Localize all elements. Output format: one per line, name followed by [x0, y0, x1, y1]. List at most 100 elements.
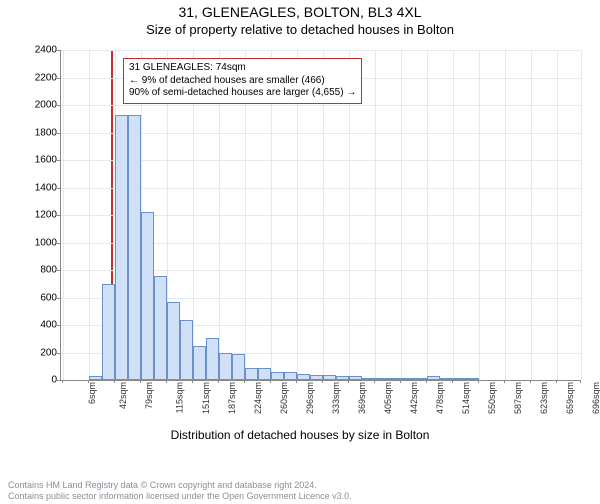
histogram-bar	[219, 353, 232, 381]
y-tick-label: 1400	[21, 182, 57, 193]
histogram-bar	[180, 320, 193, 381]
x-tick-label: 514sqm	[461, 382, 471, 414]
x-tick-label: 696sqm	[591, 382, 600, 414]
y-tick-label: 200	[21, 347, 57, 358]
x-tick-label: 115sqm	[174, 382, 184, 413]
y-tick-mark	[57, 298, 60, 299]
y-tick-mark	[57, 50, 60, 51]
y-tick-mark	[57, 160, 60, 161]
x-tick-label: 42sqm	[118, 382, 128, 409]
x-tick-label: 224sqm	[253, 382, 263, 414]
x-tick-mark	[504, 380, 505, 383]
histogram-bar	[258, 368, 271, 380]
histogram-bar	[141, 212, 154, 380]
histogram-bar	[128, 115, 141, 380]
page-subtitle: Size of property relative to detached ho…	[0, 22, 600, 37]
gridline-v	[479, 50, 480, 380]
chart-container: Number of detached properties 31 GLENEAG…	[0, 44, 600, 454]
annotation-line: ← 9% of detached houses are smaller (466…	[129, 75, 356, 88]
x-tick-label: 79sqm	[144, 382, 154, 409]
y-tick-label: 0	[21, 375, 57, 386]
footer-line: Contains public sector information licen…	[8, 491, 600, 502]
x-tick-mark	[166, 380, 167, 383]
histogram-bar	[284, 372, 297, 380]
y-tick-mark	[57, 133, 60, 134]
y-tick-mark	[57, 243, 60, 244]
histogram-bar	[102, 284, 115, 380]
y-tick-mark	[57, 325, 60, 326]
histogram-bar	[232, 354, 245, 380]
x-tick-label: 623sqm	[539, 382, 549, 414]
y-tick-mark	[57, 105, 60, 106]
y-tick-label: 1600	[21, 155, 57, 166]
annotation-box: 31 GLENEAGLES: 74sqm ← 9% of detached ho…	[123, 58, 362, 104]
gridline-v	[505, 50, 506, 380]
y-tick-mark	[57, 78, 60, 79]
x-tick-label: 550sqm	[487, 382, 497, 414]
y-tick-mark	[57, 215, 60, 216]
gridline-v	[89, 50, 90, 380]
x-tick-label: 478sqm	[435, 382, 445, 414]
y-tick-mark	[57, 270, 60, 271]
x-tick-mark	[556, 380, 557, 383]
x-tick-mark	[452, 380, 453, 383]
x-tick-mark	[400, 380, 401, 383]
histogram-bar	[271, 372, 284, 380]
y-tick-mark	[57, 353, 60, 354]
x-tick-mark	[192, 380, 193, 383]
x-tick-label: 369sqm	[357, 382, 367, 414]
x-tick-label: 260sqm	[279, 382, 289, 414]
histogram-bar	[115, 115, 128, 380]
footer-attribution: Contains HM Land Registry data © Crown c…	[0, 480, 600, 502]
x-tick-mark	[580, 380, 581, 383]
x-tick-mark	[348, 380, 349, 383]
x-tick-mark	[530, 380, 531, 383]
gridline-h	[61, 50, 581, 51]
gridline-h	[61, 105, 581, 106]
histogram-bar	[206, 338, 219, 380]
histogram-bar	[453, 378, 466, 380]
gridline-v	[531, 50, 532, 380]
y-tick-label: 1200	[21, 210, 57, 221]
plot-area: 31 GLENEAGLES: 74sqm ← 9% of detached ho…	[60, 50, 581, 381]
x-tick-label: 587sqm	[513, 382, 523, 414]
histogram-bar	[297, 374, 310, 380]
x-tick-mark	[218, 380, 219, 383]
annotation-line: 90% of semi-detached houses are larger (…	[129, 87, 356, 100]
y-tick-label: 2400	[21, 45, 57, 56]
page-title-address: 31, GLENEAGLES, BOLTON, BL3 4XL	[0, 4, 600, 20]
y-tick-mark	[57, 188, 60, 189]
gridline-v	[453, 50, 454, 380]
y-tick-label: 800	[21, 265, 57, 276]
x-tick-label: 296sqm	[305, 382, 315, 414]
x-tick-mark	[62, 380, 63, 383]
histogram-bar	[427, 376, 440, 380]
y-tick-label: 2000	[21, 100, 57, 111]
histogram-bar	[375, 378, 388, 380]
footer-line: Contains HM Land Registry data © Crown c…	[8, 480, 600, 491]
x-tick-mark	[322, 380, 323, 383]
histogram-bar	[167, 302, 180, 380]
x-tick-label: 659sqm	[565, 382, 575, 414]
x-axis-label: Distribution of detached houses by size …	[0, 428, 600, 442]
y-tick-label: 2200	[21, 72, 57, 83]
y-tick-mark	[57, 380, 60, 381]
x-tick-mark	[114, 380, 115, 383]
histogram-bar	[89, 376, 102, 380]
gridline-v	[557, 50, 558, 380]
x-tick-mark	[374, 380, 375, 383]
y-tick-label: 1000	[21, 237, 57, 248]
gridline-v	[63, 50, 64, 380]
x-tick-label: 187sqm	[227, 382, 237, 414]
y-tick-label: 1800	[21, 127, 57, 138]
x-tick-label: 151sqm	[201, 382, 211, 414]
gridline-v	[375, 50, 376, 380]
gridline-v	[427, 50, 428, 380]
annotation-line: 31 GLENEAGLES: 74sqm	[129, 62, 356, 75]
histogram-bar	[401, 378, 414, 380]
x-tick-label: 333sqm	[331, 382, 341, 414]
histogram-bar	[323, 375, 336, 380]
x-tick-mark	[88, 380, 89, 383]
y-tick-label: 400	[21, 320, 57, 331]
x-tick-mark	[270, 380, 271, 383]
